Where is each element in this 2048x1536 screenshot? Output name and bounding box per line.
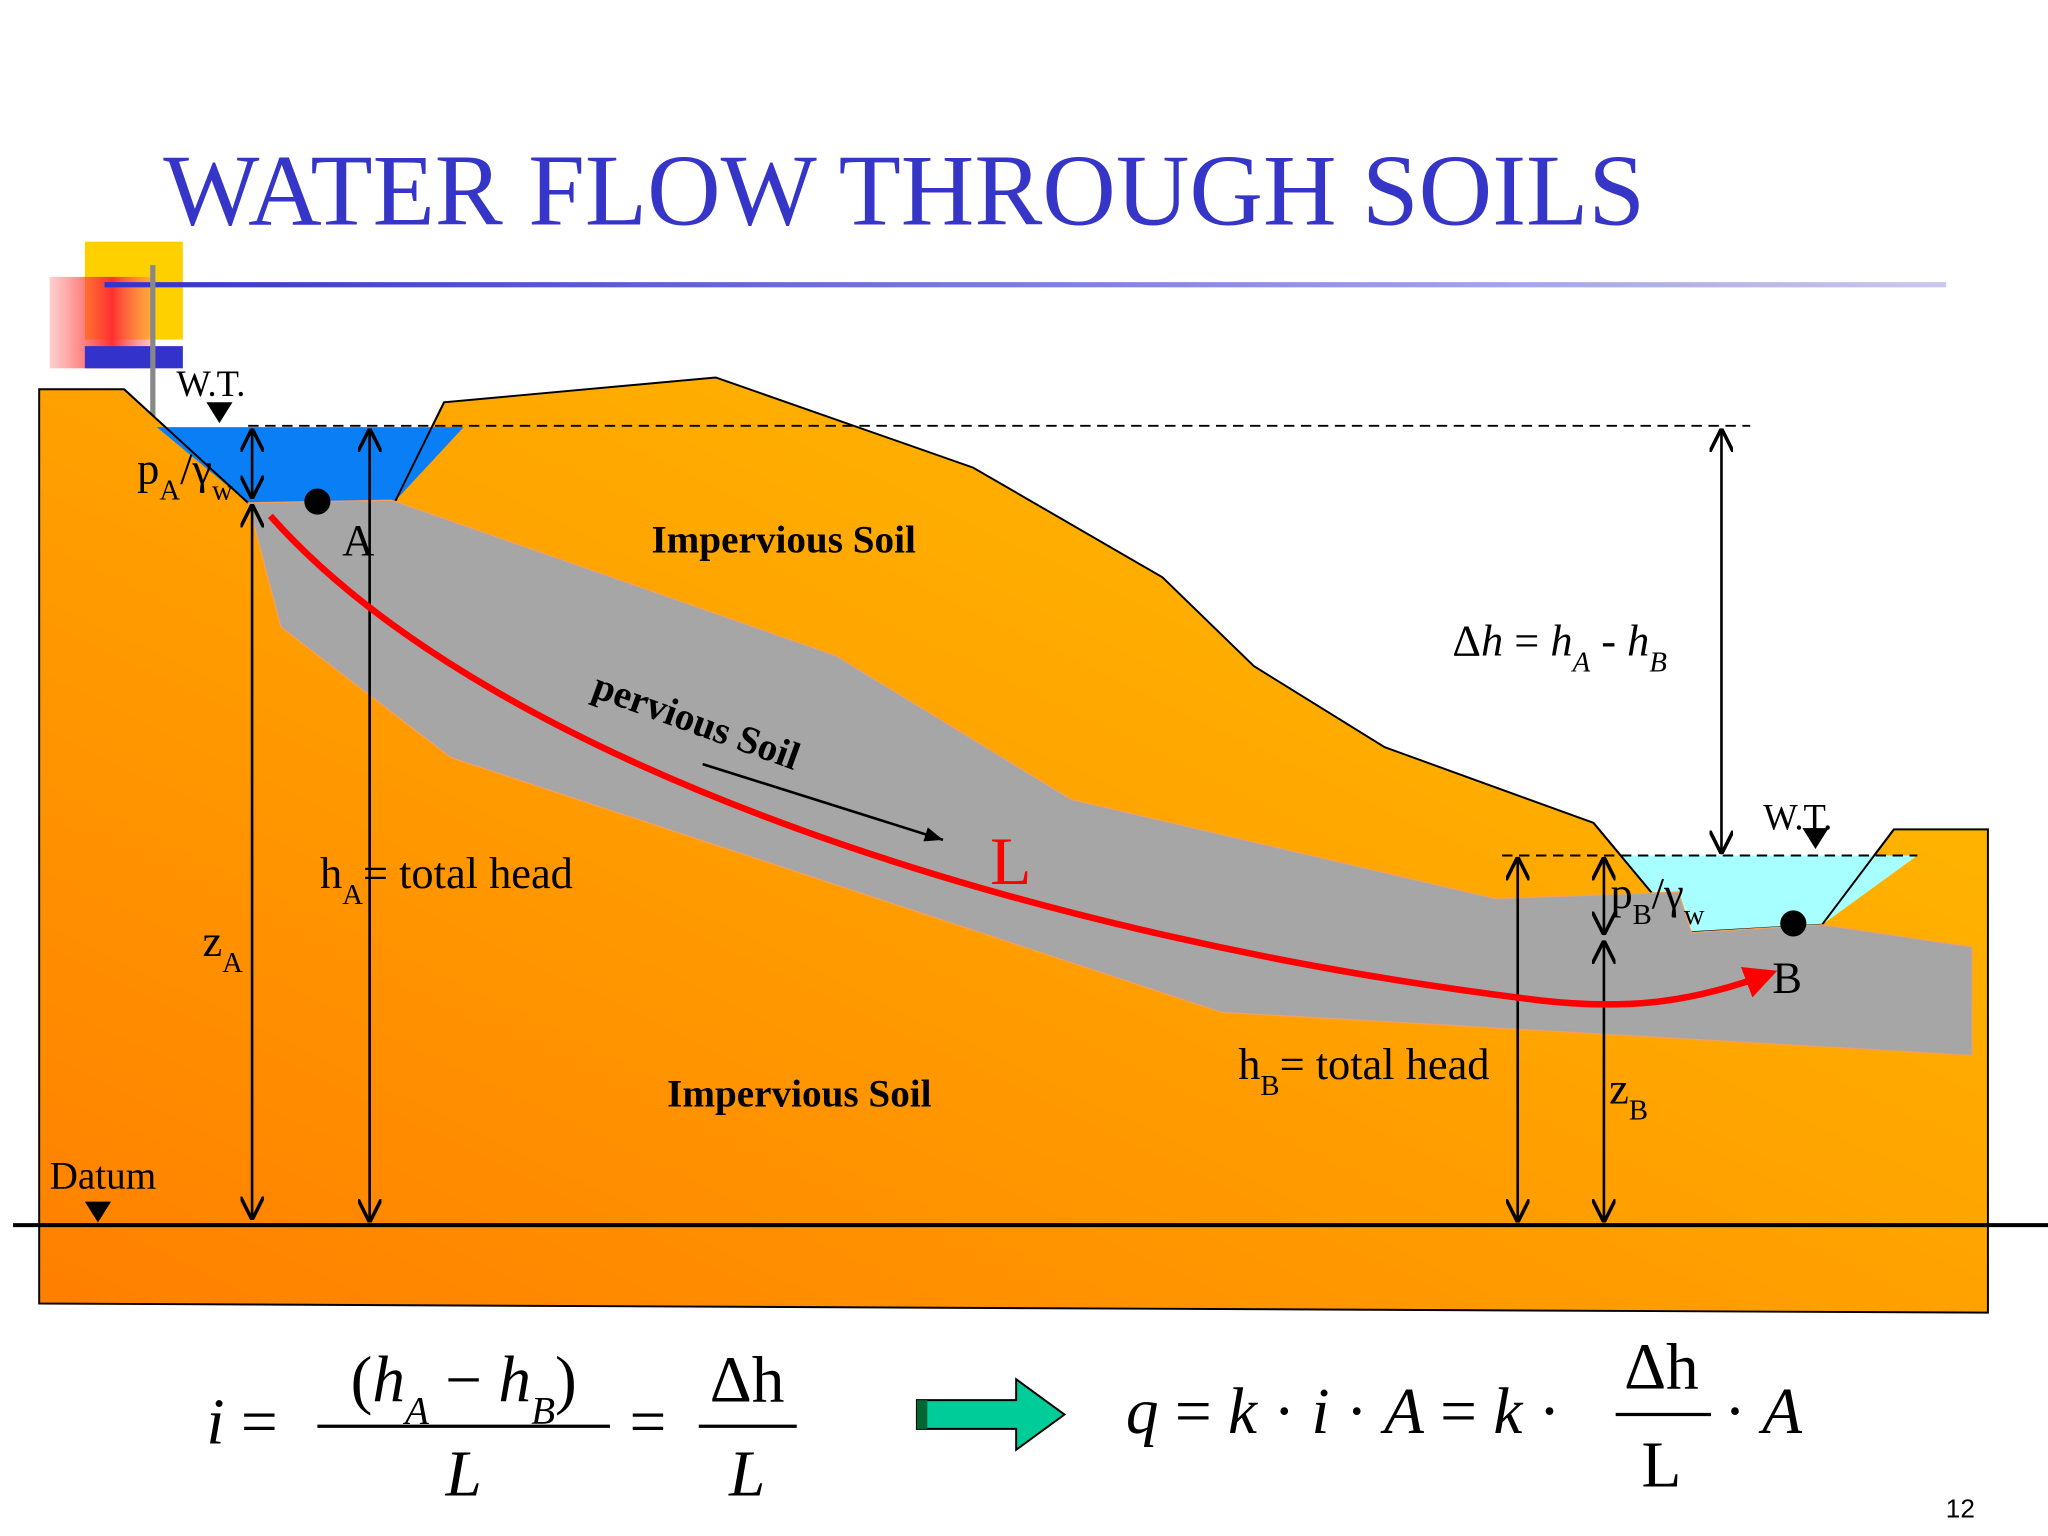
symbol: p xyxy=(137,443,159,493)
formula-numerator: (hA − hB) xyxy=(351,1344,577,1432)
operator: - xyxy=(1590,616,1627,666)
point-label: B xyxy=(1772,953,1802,1003)
slope xyxy=(394,401,445,501)
symbol: h xyxy=(372,1344,405,1416)
length-label: L xyxy=(990,823,1031,899)
operator: · xyxy=(1522,1376,1560,1448)
formula-denominator: L xyxy=(445,1439,482,1511)
subscript: w xyxy=(1684,899,1705,931)
symbol: z xyxy=(1609,1064,1629,1114)
symbol: k xyxy=(1493,1376,1523,1448)
deco-bar xyxy=(84,346,183,369)
operator: · xyxy=(1724,1376,1762,1448)
operator: = xyxy=(225,1386,278,1458)
formula-numerator: Δh xyxy=(1624,1331,1699,1403)
point-b xyxy=(1780,910,1807,937)
symbol: A xyxy=(1380,1376,1425,1448)
total-head-label: hA= total head xyxy=(320,848,573,911)
point-a xyxy=(304,488,331,515)
symbol: h xyxy=(320,848,342,898)
point-label: A xyxy=(342,515,374,565)
formula-operator: = xyxy=(630,1386,667,1458)
subscript: B xyxy=(1629,1095,1648,1127)
subscript: A xyxy=(1571,647,1591,679)
water-a xyxy=(156,427,464,503)
formula-lhs: q = k · i · A = k · xyxy=(1126,1376,1561,1448)
title: WATER FLOW THROUGH SOILS xyxy=(163,135,1645,248)
subscript: B xyxy=(1649,647,1667,679)
implies-arrow xyxy=(915,1377,1067,1452)
operator: = xyxy=(1159,1376,1228,1448)
elevation-label: zB xyxy=(1609,1064,1648,1127)
subscript: w xyxy=(212,474,233,506)
operator: = xyxy=(1503,616,1550,666)
implies-arrow-tail xyxy=(916,1400,928,1429)
formula-rhs: · A xyxy=(1724,1376,1803,1448)
water-b xyxy=(1619,855,1918,933)
symbol: p xyxy=(1610,868,1632,918)
symbol: q xyxy=(1126,1376,1159,1448)
symbol: k xyxy=(1228,1376,1258,1448)
formula-denominator: L xyxy=(728,1439,765,1511)
symbol: h xyxy=(1627,616,1649,666)
formula-lhs: i = xyxy=(206,1386,277,1458)
datum-label: Datum xyxy=(50,1155,157,1198)
page-number: 12 xyxy=(1946,1494,1975,1524)
operator: · xyxy=(1330,1376,1384,1448)
head-loss-label: Δh = hA - hB xyxy=(1452,616,1666,679)
subscript: A xyxy=(222,947,243,979)
text: = total head xyxy=(363,848,573,898)
symbol: h xyxy=(1238,1039,1260,1089)
operator: · xyxy=(1257,1376,1311,1448)
pervious-layer xyxy=(247,499,1973,1057)
subscript: B xyxy=(1260,1070,1279,1102)
total-head-label: hB= total head xyxy=(1238,1039,1489,1102)
symbol: i xyxy=(1311,1376,1329,1448)
water-table-symbol xyxy=(1802,828,1829,849)
slope xyxy=(123,388,249,504)
symbol: /γ xyxy=(1652,868,1684,918)
soil-label: Impervious Soil xyxy=(651,518,916,561)
subscript: A xyxy=(342,879,363,911)
symbol: /γ xyxy=(180,443,212,493)
water-table-symbol xyxy=(206,402,233,424)
operator: − xyxy=(429,1344,498,1416)
title-rule xyxy=(104,282,1947,288)
symbol: z xyxy=(202,916,222,966)
flow-path xyxy=(267,513,1778,1008)
symbol: h xyxy=(1481,616,1503,666)
datum-symbol xyxy=(84,1201,112,1223)
water-table-label: W.T. xyxy=(1763,796,1832,837)
soil-label: Impervious Soil xyxy=(667,1072,932,1115)
elevation-label: zA xyxy=(202,916,243,979)
pressure-head-label: pA/γw xyxy=(137,443,233,506)
formula-numerator: Δh xyxy=(710,1344,785,1416)
symbol: Δ xyxy=(1452,616,1481,666)
symbol: ( xyxy=(351,1344,373,1416)
subscript: A xyxy=(159,474,180,506)
flow-direction xyxy=(702,762,944,842)
symbol: h xyxy=(498,1344,531,1416)
pressure-head-label: pB/γw xyxy=(1610,868,1704,931)
water-table-label: W.T. xyxy=(176,363,245,404)
operator: = xyxy=(1424,1376,1493,1448)
symbol: i xyxy=(206,1386,224,1458)
subscript: B xyxy=(1633,899,1652,931)
symbol: A xyxy=(1758,1376,1803,1448)
symbol: h xyxy=(1550,616,1572,666)
text: = total head xyxy=(1280,1039,1490,1089)
formula-denominator: L xyxy=(1641,1429,1681,1501)
symbol: ) xyxy=(555,1344,577,1416)
